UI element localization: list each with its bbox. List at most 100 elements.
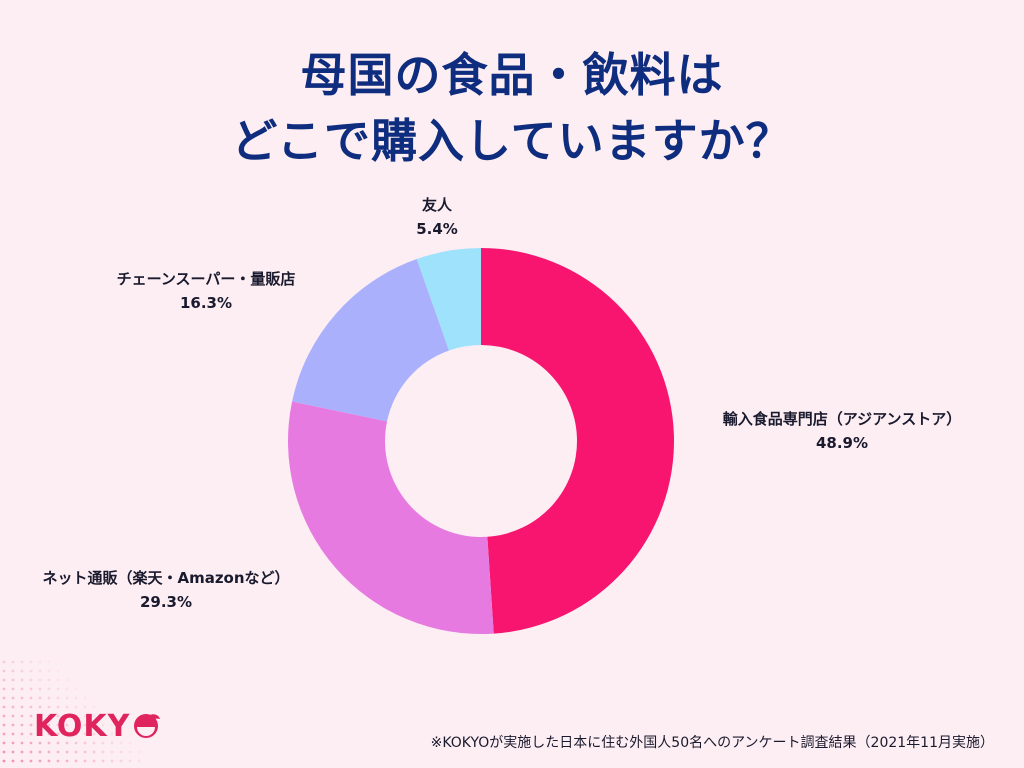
decorative-dot: [65, 678, 69, 682]
slice-value-3: 16.3%: [180, 294, 232, 312]
decorative-dot: [110, 741, 114, 745]
brand-logo: KOKY: [34, 706, 162, 746]
decorative-dot: [47, 696, 51, 700]
decorative-dot: [20, 741, 24, 745]
decorative-dot: [47, 723, 51, 727]
decorative-dot: [83, 714, 87, 718]
decorative-dot: [11, 750, 15, 754]
decorative-dot: [47, 714, 51, 718]
title-line-1: 母国の食品・飲料は: [300, 48, 724, 102]
decorative-dot: [29, 714, 33, 718]
decorative-dot: [38, 678, 42, 682]
decorative-dot: [101, 714, 105, 718]
decorative-dot: [56, 687, 60, 691]
decorative-dot: [38, 705, 42, 709]
decorative-dot: [2, 732, 6, 736]
decorative-dot: [56, 714, 60, 718]
decorative-dot: [92, 723, 96, 727]
decorative-dot: [11, 732, 15, 736]
decorative-dot: [119, 759, 123, 763]
title-line-2: どこで購入していますか？: [231, 114, 793, 168]
decorative-dot: [2, 741, 6, 745]
decorative-dot: [38, 732, 42, 736]
decorative-dot: [110, 723, 114, 727]
slice-4: [416, 248, 481, 351]
decorative-dot: [65, 687, 69, 691]
decorative-dot: [20, 660, 24, 664]
decorative-dot: [38, 687, 42, 691]
decorative-dot: [47, 660, 51, 664]
decorative-dot: [74, 732, 78, 736]
decorative-dot: [2, 714, 6, 718]
slice-value-1: 48.9%: [816, 434, 868, 452]
decorative-dot: [29, 705, 33, 709]
decorative-dot: [74, 687, 78, 691]
decorative-dot: [47, 705, 51, 709]
decorative-dot: [92, 741, 96, 745]
decorative-dot: [128, 750, 132, 754]
decorative-dot: [101, 732, 105, 736]
decorative-dot: [38, 723, 42, 727]
decorative-dots: [2, 660, 141, 763]
decorative-dot: [74, 723, 78, 727]
decorative-dot: [56, 759, 60, 763]
decorative-dot: [38, 660, 42, 664]
decorative-dot: [56, 741, 60, 745]
decorative-dot: [83, 732, 87, 736]
decorative-dot: [101, 759, 105, 763]
decorative-dot: [65, 696, 69, 700]
slice-value-2: 29.3%: [140, 593, 192, 611]
decorative-dot: [2, 696, 6, 700]
decorative-dot: [29, 678, 33, 682]
decorative-dot: [29, 660, 33, 664]
decorative-dot: [128, 741, 132, 745]
decorative-dot: [29, 687, 33, 691]
decorative-dot: [29, 723, 33, 727]
decorative-dot: [20, 723, 24, 727]
decorative-dot: [92, 732, 96, 736]
decorative-dot: [38, 750, 42, 754]
decorative-dot: [56, 696, 60, 700]
decorative-dot: [65, 759, 69, 763]
decorative-dot: [2, 759, 6, 763]
decorative-dot: [20, 678, 24, 682]
decorative-dot: [74, 705, 78, 709]
decorative-dot: [20, 705, 24, 709]
decorative-dot: [29, 759, 33, 763]
decorative-dot: [11, 687, 15, 691]
decorative-dot: [47, 750, 51, 754]
chart-slices: [288, 248, 674, 634]
decorative-dot: [119, 750, 123, 754]
decorative-dot: [119, 732, 123, 736]
decorative-dot: [29, 741, 33, 745]
decorative-dot: [101, 723, 105, 727]
decorative-dot: [20, 732, 24, 736]
decorative-dot: [20, 696, 24, 700]
decorative-dot: [20, 750, 24, 754]
decorative-dot: [2, 723, 6, 727]
decorative-dot: [101, 750, 105, 754]
decorative-dot: [47, 687, 51, 691]
decorative-dot: [65, 723, 69, 727]
slice-1: [481, 248, 674, 634]
decorative-dot: [20, 687, 24, 691]
decorative-dot: [65, 750, 69, 754]
chart-labels: 輸入食品専門店（アジアンストア） 48.9% ネット通販（楽天・Amazonなど） 2…: [42, 196, 961, 611]
decorative-dot: [83, 759, 87, 763]
decorative-dot: [74, 750, 78, 754]
decorative-dot: [38, 696, 42, 700]
decorative-dot: [83, 705, 87, 709]
decorative-dot: [11, 696, 15, 700]
decorative-dot: [101, 741, 105, 745]
decorative-dot: [47, 759, 51, 763]
decorative-dot: [2, 678, 6, 682]
decorative-dot: [38, 741, 42, 745]
decorative-dot: [11, 669, 15, 673]
decorative-dot: [110, 732, 114, 736]
slice-label-4: 友人: [422, 196, 453, 214]
decorative-dot: [56, 669, 60, 673]
decorative-dot: [47, 741, 51, 745]
slice-label-3: チェーンスーパー・量販店: [117, 270, 296, 288]
decorative-dot: [74, 741, 78, 745]
decorative-dot: [74, 759, 78, 763]
